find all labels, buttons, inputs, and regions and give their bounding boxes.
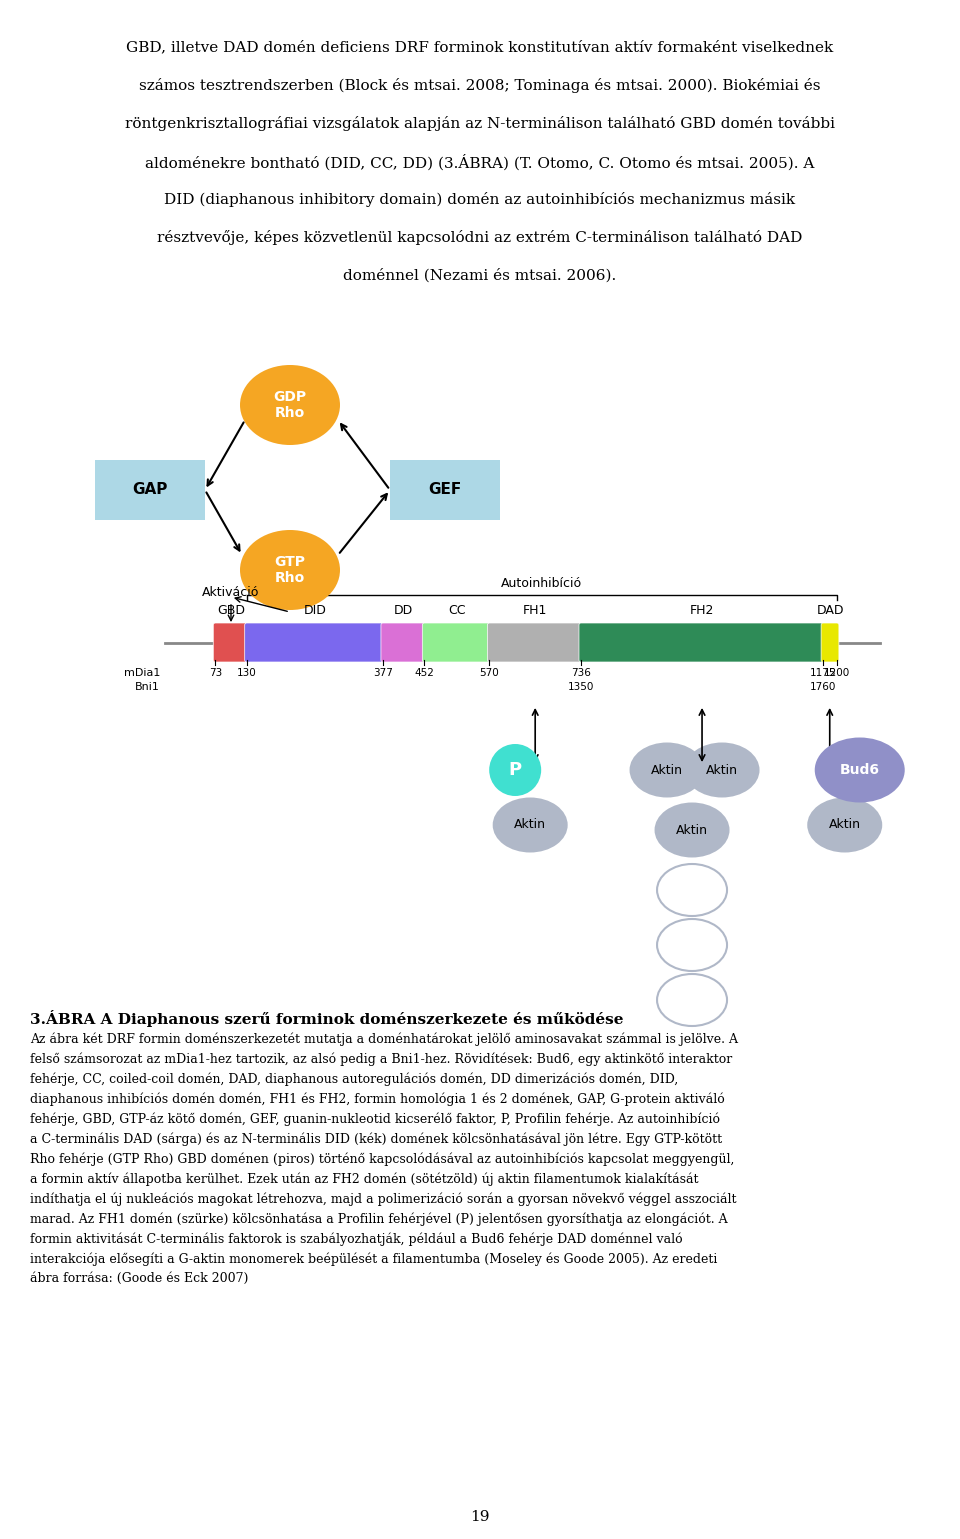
FancyBboxPatch shape xyxy=(213,623,249,662)
Text: DD: DD xyxy=(394,603,413,617)
Text: GBD: GBD xyxy=(217,603,245,617)
Text: Aktin: Aktin xyxy=(515,819,546,831)
Text: felső számsorozat az mDia1-hez tartozik, az alsó pedig a Bni1-hez. Rövidítések: : felső számsorozat az mDia1-hez tartozik,… xyxy=(30,1053,732,1065)
Text: DID: DID xyxy=(303,603,326,617)
Text: résztvevője, képes közvetlenül kapcsolódni az extrém C-terminálison található DA: résztvevője, képes közvetlenül kapcsolód… xyxy=(157,229,803,245)
Text: fehérje, CC, coiled-coil domén, DAD, diaphanous autoregulációs domén, DD dimeriz: fehérje, CC, coiled-coil domén, DAD, dia… xyxy=(30,1073,679,1085)
Ellipse shape xyxy=(655,802,730,857)
FancyBboxPatch shape xyxy=(245,623,385,662)
Text: 1175: 1175 xyxy=(810,668,836,679)
Text: interakciója elősegíti a G-aktin monomerek beépülését a filamentumba (Moseley és: interakciója elősegíti a G-aktin monomer… xyxy=(30,1253,717,1265)
Text: DAD: DAD xyxy=(816,603,844,617)
Text: P: P xyxy=(509,760,521,779)
Text: 73: 73 xyxy=(208,668,222,679)
Text: Bni1: Bni1 xyxy=(135,682,160,693)
Text: Az ábra két DRF formin doménszerkezetét mutatja a doménhatárokat jelölő aminosav: Az ábra két DRF formin doménszerkezetét … xyxy=(30,1033,738,1045)
Text: GDP
Rho: GDP Rho xyxy=(274,389,306,420)
Text: 1350: 1350 xyxy=(567,682,594,693)
FancyBboxPatch shape xyxy=(390,460,500,520)
Text: Aktin: Aktin xyxy=(651,763,684,777)
FancyBboxPatch shape xyxy=(488,623,583,662)
Text: 3.ÁBRA A Diaphanous szerű forminok doménszerkezete és működése: 3.ÁBRA A Diaphanous szerű forminok domén… xyxy=(30,1010,623,1027)
Text: 570: 570 xyxy=(480,668,499,679)
Text: számos tesztrendszerben (Block és mtsai. 2008; Tominaga és mtsai. 2000). Biokémi: számos tesztrendszerben (Block és mtsai.… xyxy=(139,78,821,92)
Text: a formin aktív állapotba kerülhet. Ezek után az FH2 domén (sötétzöld) új aktin f: a formin aktív állapotba kerülhet. Ezek … xyxy=(30,1173,699,1185)
Text: FH1: FH1 xyxy=(523,603,547,617)
Text: aldoménekre bontható (DID, CC, DD) (3.ÁBRA) (T. Otomo, C. Otomo és mtsai. 2005).: aldoménekre bontható (DID, CC, DD) (3.ÁB… xyxy=(145,154,815,171)
Text: diaphanous inhibíciós domén domén, FH1 és FH2, formin homológia 1 és 2 domének, : diaphanous inhibíciós domén domén, FH1 é… xyxy=(30,1093,725,1105)
Text: 736: 736 xyxy=(571,668,591,679)
Text: GBD, illetve DAD domén deficiens DRF forminok konstitutívan aktív formaként vise: GBD, illetve DAD domén deficiens DRF for… xyxy=(127,40,833,54)
FancyBboxPatch shape xyxy=(579,623,825,662)
Text: Aktin: Aktin xyxy=(828,819,861,831)
Text: Autoinhibíció: Autoinhibíció xyxy=(501,577,583,589)
Text: 1200: 1200 xyxy=(824,668,850,679)
Text: GEF: GEF xyxy=(428,483,462,497)
Ellipse shape xyxy=(630,742,705,797)
Text: 19: 19 xyxy=(470,1510,490,1524)
Text: ábra forrása: (Goode és Eck 2007): ábra forrása: (Goode és Eck 2007) xyxy=(30,1273,249,1285)
FancyBboxPatch shape xyxy=(821,623,839,662)
Text: GAP: GAP xyxy=(132,483,168,497)
Text: Aktin: Aktin xyxy=(706,763,738,777)
Text: 377: 377 xyxy=(373,668,393,679)
Text: a C-terminális DAD (sárga) és az N-terminális DID (kék) domének kölcsönhatásával: a C-terminális DAD (sárga) és az N-termi… xyxy=(30,1133,722,1145)
Text: Bud6: Bud6 xyxy=(840,763,879,777)
Ellipse shape xyxy=(240,365,340,445)
Text: DID (diaphanous inhibitory domain) domén az autoinhibíciós mechanizmus másik: DID (diaphanous inhibitory domain) domén… xyxy=(164,192,796,208)
Ellipse shape xyxy=(240,529,340,609)
Text: CC: CC xyxy=(448,603,466,617)
Ellipse shape xyxy=(490,743,541,796)
Text: Aktiváció: Aktiváció xyxy=(203,585,259,599)
Text: fehérje, GBD, GTP-áz kötő domén, GEF, guanin-nukleotid kicserélő faktor, P, Prof: fehérje, GBD, GTP-áz kötő domén, GEF, gu… xyxy=(30,1113,720,1125)
FancyBboxPatch shape xyxy=(422,623,492,662)
Text: mDia1: mDia1 xyxy=(124,668,160,679)
FancyBboxPatch shape xyxy=(381,623,426,662)
Text: doménnel (Nezami és mtsai. 2006).: doménnel (Nezami és mtsai. 2006). xyxy=(344,268,616,282)
Text: GTP
Rho: GTP Rho xyxy=(275,556,305,585)
Text: 1760: 1760 xyxy=(810,682,836,693)
Text: röntgenkrisztallográfiai vizsgálatok alapján az N-terminálison található GBD dom: röntgenkrisztallográfiai vizsgálatok ala… xyxy=(125,115,835,131)
Ellipse shape xyxy=(807,797,882,853)
Text: marad. Az FH1 domén (szürke) kölcsönhatása a Profilin fehérjével (P) jelentősen : marad. Az FH1 domén (szürke) kölcsönhatá… xyxy=(30,1213,728,1225)
Text: formin aktivitását C-terminális faktorok is szabályozhatják, például a Bud6 fehé: formin aktivitását C-terminális faktorok… xyxy=(30,1233,683,1245)
Ellipse shape xyxy=(492,797,567,853)
FancyBboxPatch shape xyxy=(95,460,205,520)
Text: indíthatja el új nukleációs magokat létrehozva, majd a polimerizáció során a gyo: indíthatja el új nukleációs magokat létr… xyxy=(30,1193,736,1205)
Text: 130: 130 xyxy=(237,668,256,679)
Text: 452: 452 xyxy=(415,668,434,679)
Text: Rho fehérje (GTP Rho) GBD doménen (piros) történő kapcsolódásával az autoinhibíc: Rho fehérje (GTP Rho) GBD doménen (piros… xyxy=(30,1153,734,1165)
Ellipse shape xyxy=(684,742,759,797)
Text: Aktin: Aktin xyxy=(676,823,708,837)
Ellipse shape xyxy=(815,737,904,802)
Text: FH2: FH2 xyxy=(690,603,714,617)
